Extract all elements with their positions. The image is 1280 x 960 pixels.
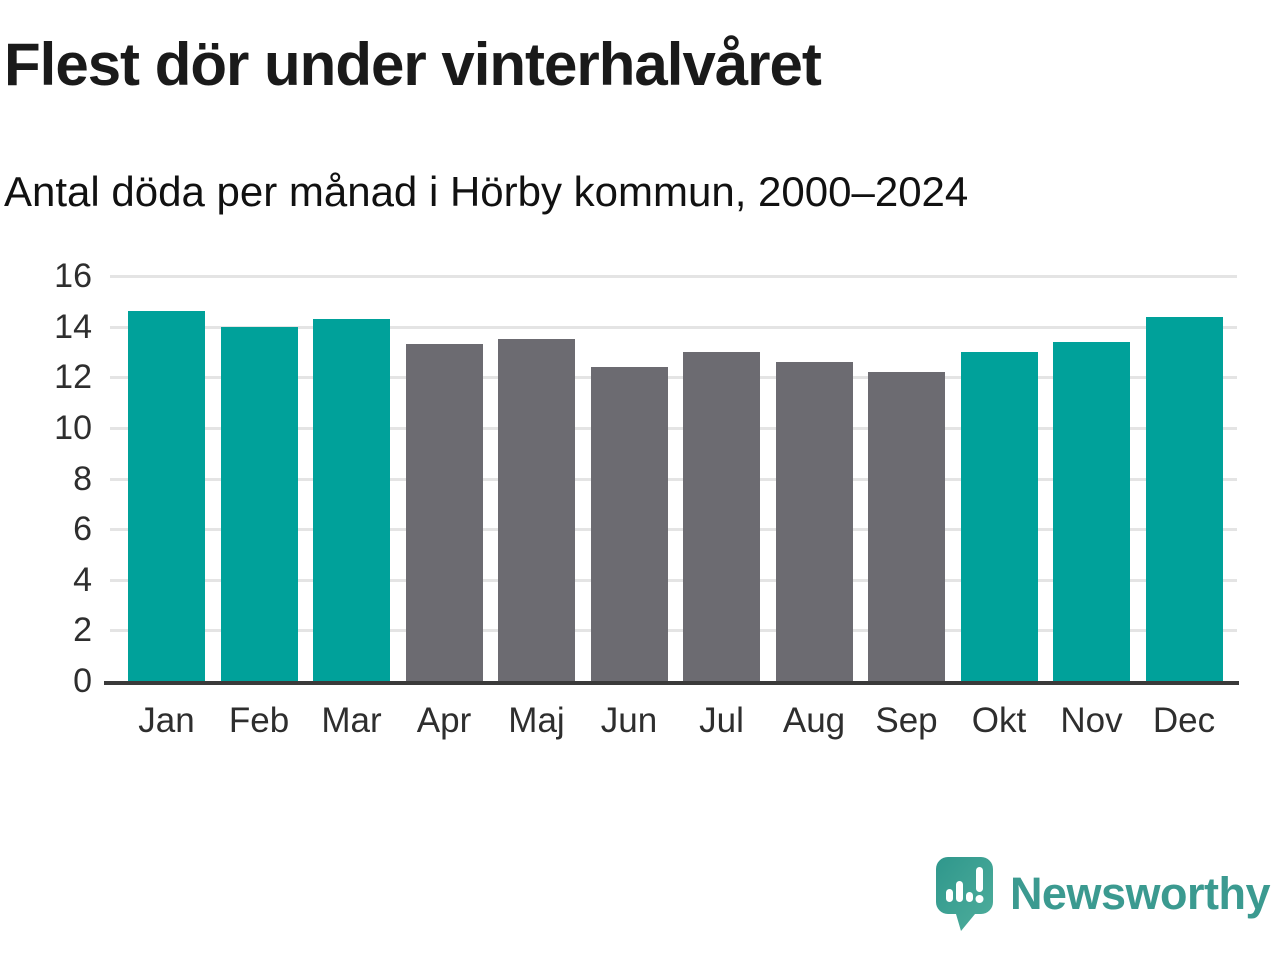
bar-jun	[590, 367, 668, 681]
x-tick-label: Jun	[600, 701, 658, 740]
chart-subtitle: Antal döda per månad i Hörby kommun, 200…	[4, 168, 969, 215]
bar-dec	[1145, 316, 1223, 681]
y-tick-label: 4	[73, 560, 92, 599]
y-tick-label: 12	[54, 358, 92, 397]
bar-sep	[868, 372, 945, 681]
x-tick-label: Sep	[875, 701, 938, 740]
y-tick-label: 8	[73, 459, 92, 498]
x-tick-label: Mar	[321, 701, 382, 740]
bar-aug	[775, 362, 853, 681]
y-tick-label: 0	[73, 662, 92, 700]
y-tick-label: 10	[54, 408, 92, 447]
bar-jul	[683, 351, 760, 681]
bar-maj	[498, 339, 575, 681]
x-tick-label: Dec	[1152, 701, 1216, 740]
brand-name: Newsworthy	[1009, 868, 1271, 919]
gridline	[110, 376, 1237, 380]
x-tick-label: Jul	[699, 701, 744, 740]
bar-mar	[313, 319, 390, 681]
x-tick-label: Maj	[508, 701, 565, 740]
bar-jan	[128, 311, 205, 681]
x-tick-label: Jan	[138, 701, 195, 740]
x-tick-label: Feb	[228, 701, 290, 740]
gridline	[110, 477, 1237, 481]
y-tick-label: 2	[73, 611, 92, 650]
gridline	[110, 629, 1237, 633]
bar-apr	[405, 344, 483, 681]
y-tick-label: 16	[54, 257, 92, 295]
x-tick-label: Apr	[416, 701, 472, 740]
y-tick-label: 14	[54, 307, 92, 346]
x-tick-label: Aug	[782, 701, 846, 740]
y-tick-label: 6	[73, 510, 92, 549]
gridline	[110, 275, 1237, 278]
chart-title: Flest dör under vinterhalvåret	[4, 31, 822, 98]
bar-nov	[1053, 341, 1130, 681]
x-tick-label: Nov	[1060, 701, 1123, 740]
newsworthy-speech-bubble-chart-icon	[935, 856, 995, 932]
gridline	[110, 578, 1237, 582]
bar-feb	[220, 326, 298, 681]
gridline	[110, 325, 1237, 329]
gridline	[110, 426, 1237, 430]
bar-okt	[960, 351, 1038, 681]
bar-chart-plot-area: 0 2 4 6 8 10 12 14 16 Jan Feb Mar Apr Maj Jun Jul Aug Sep…	[54, 259, 1239, 740]
gridline	[110, 528, 1237, 532]
brand-footer: Newsworthy	[935, 856, 1271, 932]
x-axis-baseline	[104, 681, 1239, 685]
x-tick-label: Okt	[971, 701, 1027, 740]
